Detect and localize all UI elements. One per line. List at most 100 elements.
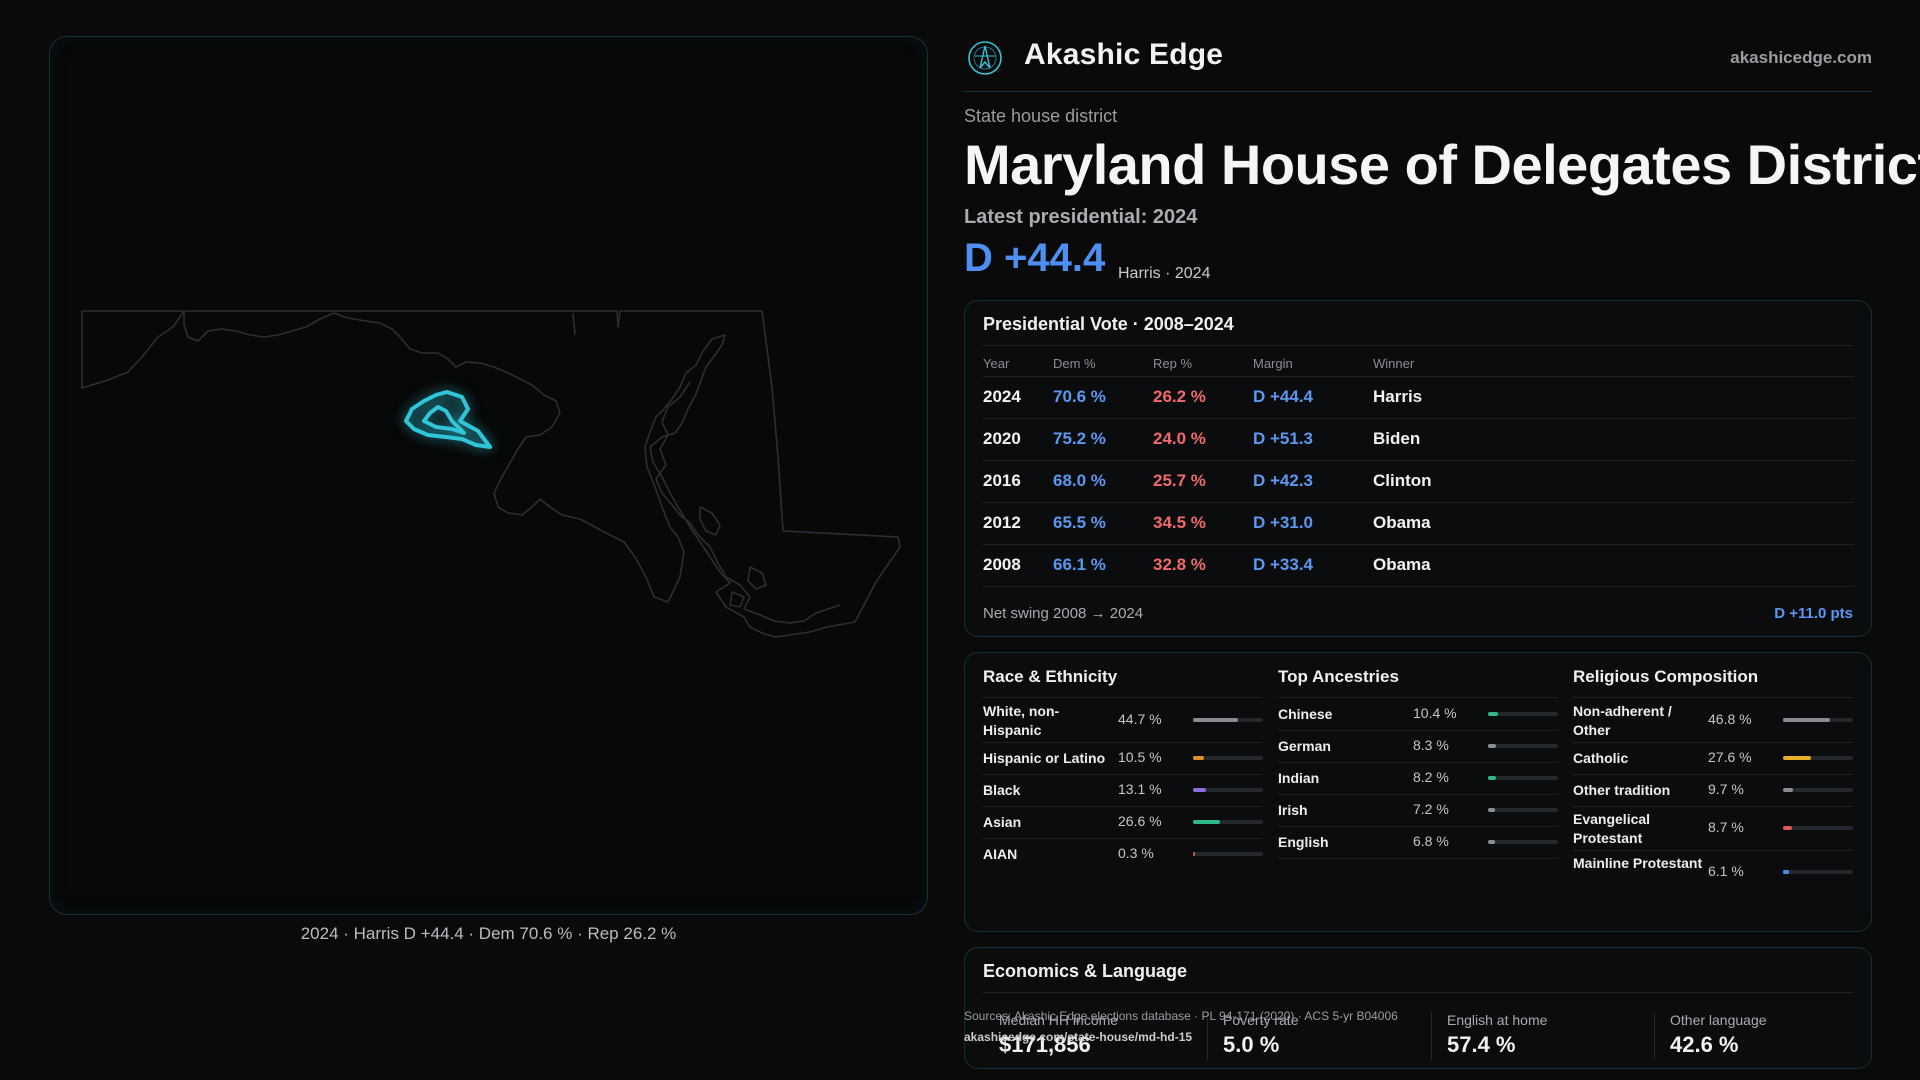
list-item[interactable]: Hispanic or Latino 10.5 % [983, 743, 1263, 775]
row-year: 2012 [983, 513, 1021, 532]
race-bar-fill [1193, 756, 1204, 760]
ancestry-section: Top Ancestries Chinese 10.4 % German 8.3… [1278, 653, 1558, 933]
economics-card: Economics & Language Median HH income $1… [964, 947, 1872, 1069]
ancestry-bar-fill [1488, 776, 1496, 780]
list-item[interactable]: German 8.3 % [1278, 731, 1558, 763]
race-bar-fill [1193, 820, 1220, 824]
headline-margin-sub: Harris · 2024 [1118, 265, 1211, 282]
list-item[interactable]: Mainline Protestant 6.1 % [1573, 851, 1853, 895]
ancestry-bar [1488, 808, 1558, 812]
table-row[interactable]: 2012 65.5 % 34.5 % D +31.0 Obama [983, 503, 1854, 545]
page-title: Maryland House of Delegates District 15 [964, 133, 1920, 196]
stat-value: 42.6 % [1670, 1032, 1739, 1057]
divider [1654, 1012, 1655, 1060]
row-margin: D +42.3 [1253, 471, 1314, 490]
row-winner: Clinton [1373, 471, 1432, 490]
list-item[interactable]: Other tradition 9.7 % [1573, 775, 1853, 807]
district-type-label: State house district [964, 106, 1118, 126]
row-rep: 32.8 % [1153, 555, 1206, 574]
list-item[interactable]: Indian 8.2 % [1278, 763, 1558, 795]
race-label: AIAN [983, 846, 1018, 862]
district-map[interactable] [49, 36, 928, 915]
list-item[interactable]: Non-adherent / Other 46.8 % [1573, 699, 1853, 743]
list-item[interactable]: Asian 26.6 % [983, 807, 1263, 839]
compass-logo-icon[interactable] [967, 40, 1003, 76]
ancestry-bar [1488, 840, 1558, 844]
ancestry-value: 6.8 % [1413, 833, 1449, 849]
religion-label: Non-adherent / Other [1573, 703, 1672, 738]
net-swing-value: D +11.0 pts [1774, 605, 1853, 622]
list-item[interactable]: Catholic 27.6 % [1573, 743, 1853, 775]
ancestry-bar [1488, 744, 1558, 748]
religion-bar-fill [1783, 788, 1793, 792]
table-row[interactable]: 2016 68.0 % 25.7 % D +42.3 Clinton [983, 461, 1854, 503]
religion-value: 6.1 % [1708, 863, 1744, 879]
religion-value: 9.7 % [1708, 781, 1744, 797]
ancestry-bar-fill [1488, 840, 1495, 844]
list-item[interactable]: Chinese 10.4 % [1278, 699, 1558, 731]
ancestry-value: 7.2 % [1413, 801, 1449, 817]
state-outline-main [183, 310, 901, 638]
race-value: 10.5 % [1118, 749, 1162, 765]
district-highlight [404, 390, 492, 449]
ancestry-bar [1488, 776, 1558, 780]
row-margin: D +33.4 [1253, 555, 1314, 574]
col-year: Year [983, 356, 1010, 371]
race-label: Hispanic or Latino [983, 750, 1106, 766]
race-value: 44.7 % [1118, 711, 1162, 727]
race-bar-fill [1193, 788, 1206, 792]
religion-bar-fill [1783, 718, 1830, 722]
row-year: 2008 [983, 555, 1021, 574]
stat-value: 5.0 % [1223, 1032, 1280, 1057]
brand-url-link[interactable]: akashicedge.com [1730, 48, 1872, 67]
stat-label: Median HH income [999, 1012, 1119, 1028]
table-row[interactable]: 2008 66.1 % 32.8 % D +33.4 Obama [983, 545, 1854, 587]
ancestry-label: Irish [1278, 802, 1308, 818]
divider [1573, 697, 1853, 698]
religion-bar [1783, 826, 1853, 830]
list-item[interactable]: Irish 7.2 % [1278, 795, 1558, 827]
table-row[interactable]: 2020 75.2 % 24.0 % D +51.3 Biden [983, 419, 1854, 461]
map-caption: 2024 · Harris D +44.4 · Dem 70.6 % · Rep… [300, 924, 677, 943]
row-margin: D +44.4 [1253, 387, 1314, 406]
district-details: Akashic Edge akashicedge.com State house… [964, 0, 1920, 1080]
race-label: White, non-Hispanic [983, 703, 1060, 738]
table-row[interactable]: 2024 70.6 % 26.2 % D +44.4 Harris [983, 377, 1854, 419]
brand-name[interactable]: Akashic Edge [1024, 38, 1224, 71]
stat-tile: Median HH income $171,856 [983, 1006, 1193, 1066]
state-outline [81, 310, 185, 389]
row-winner: Obama [1373, 555, 1431, 574]
race-bar-fill [1193, 852, 1195, 856]
row-margin: D +31.0 [1253, 513, 1314, 532]
race-bar-fill [1193, 718, 1238, 722]
religion-label: Evangelical Protestant [1573, 811, 1651, 846]
religion-label: Mainline Protestant [1573, 855, 1703, 871]
sources-text: Sources: Akashic Edge elections database… [964, 1009, 1398, 1023]
divider [1278, 697, 1558, 698]
religion-bar [1783, 718, 1853, 722]
religion-section: Religious Composition Non-adherent / Oth… [1573, 653, 1853, 933]
latest-presidential-label: Latest presidential: 2024 [964, 206, 1198, 228]
list-item[interactable]: AIAN 0.3 % [983, 839, 1263, 871]
religion-title: Religious Composition [1573, 667, 1759, 686]
religion-bar [1783, 788, 1853, 792]
ancestry-label: Chinese [1278, 706, 1333, 722]
list-item[interactable]: English 6.8 % [1278, 827, 1558, 859]
presidential-vote-card: Presidential Vote · 2008–2024 Year Dem %… [964, 300, 1872, 637]
row-winner: Biden [1373, 429, 1421, 448]
religion-value: 27.6 % [1708, 749, 1752, 765]
stat-value: 57.4 % [1447, 1032, 1516, 1057]
page-url-link[interactable]: akashicedge.com/state-house/md-hd-15 [964, 1030, 1193, 1044]
list-item[interactable]: Black 13.1 % [983, 775, 1263, 807]
race-section: Race & Ethnicity White, non-Hispanic 44.… [983, 653, 1263, 933]
race-title: Race & Ethnicity [983, 667, 1118, 686]
stat-tile: English at home 57.4 % [1431, 1006, 1641, 1066]
religion-label: Catholic [1573, 750, 1629, 766]
row-winner: Obama [1373, 513, 1431, 532]
row-rep: 24.0 % [1153, 429, 1206, 448]
brand-bar: Akashic Edge akashicedge.com [964, 34, 1872, 92]
list-item[interactable]: White, non-Hispanic 44.7 % [983, 699, 1263, 743]
ancestry-label: Indian [1278, 770, 1320, 786]
list-item[interactable]: Evangelical Protestant 8.7 % [1573, 807, 1853, 851]
divider [983, 697, 1263, 698]
